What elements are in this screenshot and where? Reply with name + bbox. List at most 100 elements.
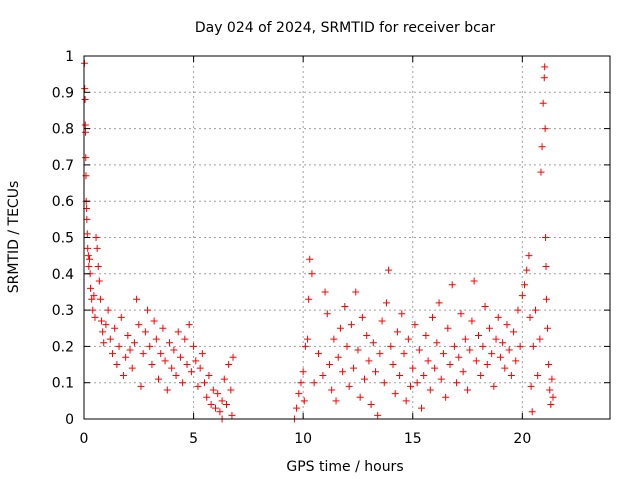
data-point <box>512 357 520 365</box>
data-point <box>92 234 100 241</box>
data-point <box>499 339 507 347</box>
data-point <box>89 306 97 314</box>
data-point <box>299 368 307 376</box>
data-point <box>207 400 215 408</box>
data-point <box>334 353 342 361</box>
data-point <box>391 390 399 398</box>
data-point <box>100 339 108 347</box>
x-tick-label: 0 <box>80 431 89 447</box>
data-point <box>122 353 130 361</box>
data-point <box>418 404 426 412</box>
data-point <box>135 321 143 329</box>
data-point <box>365 357 373 365</box>
data-point <box>485 324 493 332</box>
data-point <box>315 350 323 358</box>
data-point <box>82 154 90 162</box>
data-point <box>187 368 195 376</box>
data-point <box>170 346 178 354</box>
data-point <box>85 263 93 271</box>
data-point <box>87 284 95 292</box>
data-point <box>336 324 344 332</box>
chart-title: Day 024 of 2024, SRMTID for receiver bca… <box>195 20 496 36</box>
data-point <box>82 128 90 136</box>
data-point <box>94 263 102 271</box>
data-point <box>376 350 384 358</box>
data-point <box>428 313 436 321</box>
data-point <box>529 342 537 350</box>
data-point <box>90 292 98 300</box>
data-point <box>542 295 550 303</box>
data-point <box>144 306 152 314</box>
data-point <box>310 379 318 387</box>
data-point <box>516 342 524 350</box>
data-point <box>181 335 189 343</box>
data-point <box>304 335 312 343</box>
data-point <box>99 328 107 336</box>
data-point <box>537 168 545 176</box>
data-point <box>196 364 204 372</box>
data-point <box>305 295 313 303</box>
data-point <box>126 346 134 354</box>
data-point <box>510 328 518 336</box>
data-point <box>84 244 92 252</box>
data-point <box>95 277 103 285</box>
data-point <box>300 397 308 405</box>
y-tick-label: 0.5 <box>52 231 74 247</box>
data-point <box>321 288 329 296</box>
data-point <box>81 96 89 104</box>
data-point <box>343 342 351 350</box>
data-point <box>503 321 511 329</box>
grid <box>84 56 610 419</box>
data-point <box>352 288 360 296</box>
data-point <box>319 371 327 379</box>
data-point <box>228 411 236 419</box>
data-point <box>117 313 125 321</box>
data-point <box>448 281 456 289</box>
data-point <box>81 121 89 129</box>
data-point <box>501 364 509 372</box>
data-point <box>339 368 347 376</box>
data-point <box>133 295 141 303</box>
data-point <box>461 335 469 343</box>
data-point <box>409 364 417 372</box>
data-point <box>494 313 502 321</box>
data-point <box>347 321 355 329</box>
data-point <box>161 357 169 365</box>
data-point <box>111 324 119 332</box>
data-point <box>98 317 106 325</box>
data-point <box>538 143 546 151</box>
data-point <box>332 397 340 405</box>
data-point <box>115 342 123 350</box>
data-point <box>531 306 539 314</box>
data-point <box>81 85 89 93</box>
data-point <box>549 393 557 401</box>
data-point <box>439 350 447 358</box>
data-point <box>475 332 482 340</box>
data-point <box>194 382 202 390</box>
data-point <box>546 386 554 394</box>
data-point <box>358 313 366 321</box>
data-point <box>398 310 406 318</box>
data-point <box>492 335 500 343</box>
data-point <box>369 339 377 347</box>
y-tick-label: 0.2 <box>52 339 74 355</box>
data-point <box>380 379 388 387</box>
data-point <box>542 234 550 241</box>
data-point <box>295 390 303 398</box>
data-point <box>528 408 536 416</box>
data-point <box>345 382 353 390</box>
data-point <box>385 266 393 274</box>
data-point <box>466 346 474 354</box>
data-point <box>371 368 379 376</box>
data-point <box>389 361 397 369</box>
data-point <box>420 371 428 379</box>
data-point <box>157 350 165 358</box>
data-point <box>378 317 386 325</box>
data-point <box>96 295 104 303</box>
data-point <box>328 386 336 394</box>
data-point <box>387 342 395 350</box>
data-point <box>301 342 309 350</box>
data-point <box>106 335 114 343</box>
data-point <box>297 379 305 387</box>
